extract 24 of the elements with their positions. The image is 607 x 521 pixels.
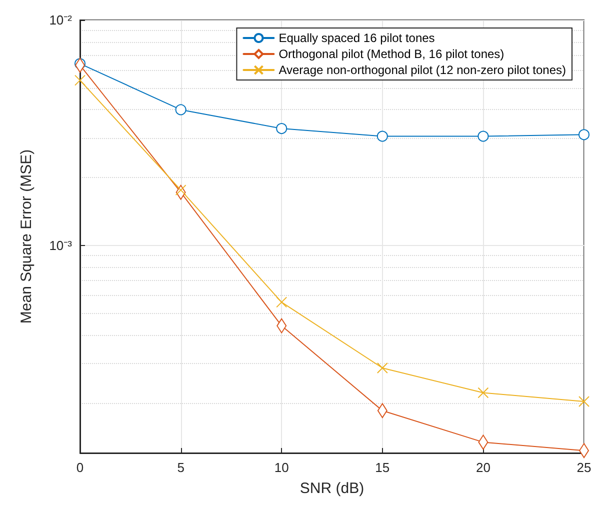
x-tick-label: 5 — [177, 460, 184, 475]
point — [376, 362, 388, 374]
x-axis-title: SNR (dB) — [300, 480, 364, 497]
x-tick-label: 10 — [274, 460, 289, 475]
legend-label: Equally spaced 16 pilot tones — [278, 31, 435, 45]
point — [74, 74, 86, 86]
x-tick-label: 20 — [476, 460, 490, 475]
point — [578, 396, 590, 408]
point — [175, 184, 186, 196]
x-tick-label: 15 — [375, 460, 390, 475]
point — [478, 130, 489, 142]
point — [276, 296, 288, 308]
point — [376, 130, 388, 142]
legend-label: Orthogonal pilot (Method B, 16 pilot tones) — [278, 47, 504, 61]
y-axis-title: Mean Square Error (MSE) — [18, 149, 35, 324]
point — [478, 387, 489, 398]
x-tick-label: 25 — [576, 460, 592, 475]
point — [276, 123, 288, 134]
y-tick-label: 10⁻² — [49, 12, 73, 28]
y-tick-label: 10⁻³ — [49, 238, 73, 253]
legend-label: Average non-orthogonal pilot (12 non-zero pilot tones) — [278, 63, 566, 77]
point — [578, 129, 590, 140]
point — [175, 104, 186, 116]
x-tick-label: 0 — [76, 460, 84, 475]
